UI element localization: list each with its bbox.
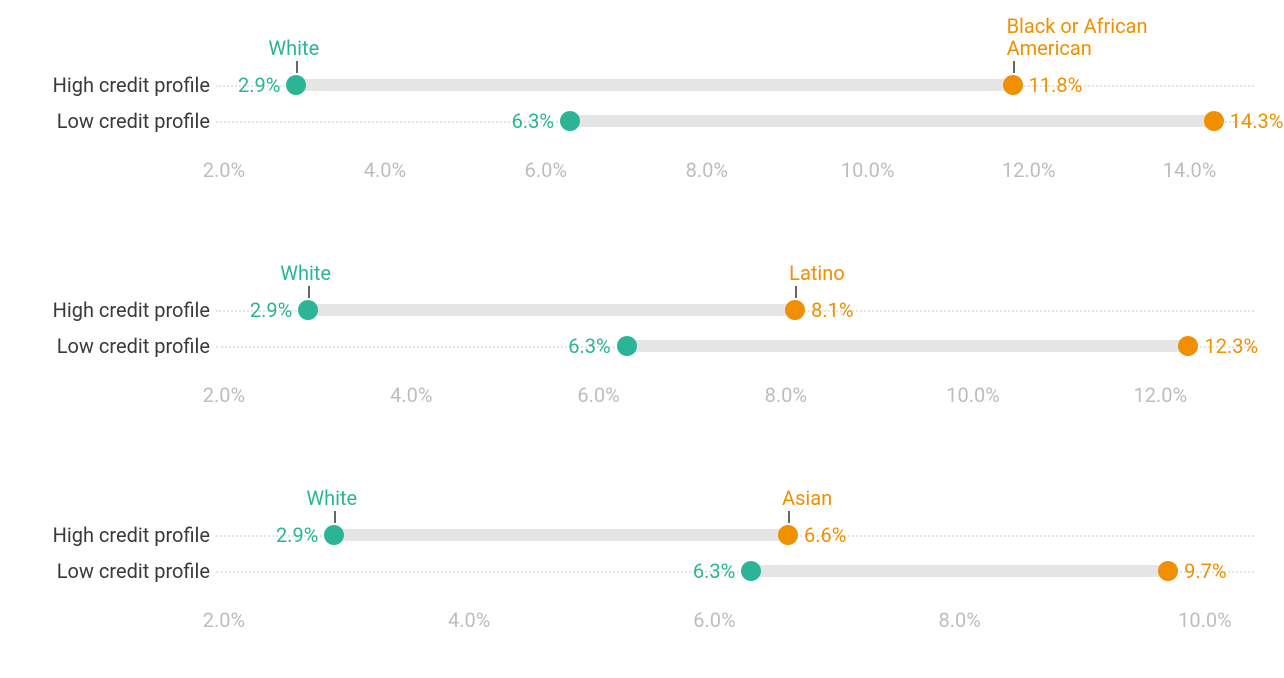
panel-0: 2.9% 11.8% High credit profile 6.3% 14.3% Low…	[0, 0, 1284, 210]
dot-white	[617, 336, 637, 356]
dot-compare	[1003, 75, 1023, 95]
series-header-white: White	[268, 37, 319, 59]
series-tick-compare	[795, 286, 797, 298]
x-axis-tick: 14.0%	[1163, 158, 1217, 182]
x-axis-tick: 6.0%	[577, 383, 619, 407]
dot-white	[286, 75, 306, 95]
value-label-compare: 8.1%	[811, 300, 853, 320]
row-baseline	[216, 346, 627, 348]
value-label-white: 6.3%	[568, 336, 610, 356]
row-label: Low credit profile	[30, 103, 210, 139]
dot-compare	[1158, 561, 1178, 581]
panel-2: 2.9% 6.6% High credit profile 6.3% 9.7% Low c…	[0, 450, 1284, 660]
x-axis-tick: 12.0%	[1134, 383, 1188, 407]
dot-compare	[785, 300, 805, 320]
value-label-compare: 14.3%	[1230, 111, 1284, 131]
series-tick-compare	[788, 511, 790, 523]
row-baseline	[788, 535, 1254, 537]
range-bar	[334, 529, 788, 541]
value-label-compare: 11.8%	[1029, 75, 1083, 95]
value-label-white: 6.3%	[693, 561, 735, 581]
chart-stage: 2.9% 11.8% High credit profile 6.3% 14.3% Low…	[0, 0, 1284, 678]
x-axis-tick: 6.0%	[693, 608, 735, 632]
series-header-compare: Black or African American	[1007, 15, 1148, 59]
row-baseline	[795, 310, 1254, 312]
value-label-compare: 9.7%	[1184, 561, 1226, 581]
dot-compare	[1178, 336, 1198, 356]
row-label: Low credit profile	[30, 553, 210, 589]
dot-white	[324, 525, 344, 545]
x-axis-tick: 2.0%	[203, 383, 245, 407]
series-header-compare: Latino	[789, 262, 845, 284]
x-axis-tick: 12.0%	[1002, 158, 1056, 182]
range-bar	[570, 115, 1214, 127]
series-header-white: White	[306, 487, 357, 509]
value-label-white: 2.9%	[250, 300, 292, 320]
row-label: High credit profile	[30, 67, 210, 103]
row-label: Low credit profile	[30, 328, 210, 364]
dot-white	[560, 111, 580, 131]
range-bar	[751, 565, 1168, 577]
value-label-compare: 12.3%	[1204, 336, 1258, 356]
range-bar	[296, 79, 1012, 91]
x-axis-tick: 8.0%	[765, 383, 807, 407]
row-label: High credit profile	[30, 517, 210, 553]
value-label-white: 6.3%	[512, 111, 554, 131]
x-axis-tick: 4.0%	[364, 158, 406, 182]
row-label: High credit profile	[30, 292, 210, 328]
panel-1: 2.9% 8.1% High credit profile 6.3% 12.3% Low …	[0, 225, 1284, 435]
series-tick-white	[296, 61, 298, 73]
x-axis-tick: 4.0%	[390, 383, 432, 407]
x-axis-tick: 4.0%	[448, 608, 490, 632]
row-baseline	[216, 571, 751, 573]
series-header-compare: Asian	[782, 487, 832, 509]
x-axis-tick: 2.0%	[203, 158, 245, 182]
x-axis-tick: 2.0%	[203, 608, 245, 632]
x-axis-tick: 10.0%	[1178, 608, 1232, 632]
x-axis-tick: 8.0%	[686, 158, 728, 182]
dot-compare	[1204, 111, 1224, 131]
series-tick-compare	[1013, 61, 1015, 73]
dot-compare	[778, 525, 798, 545]
value-label-white: 2.9%	[238, 75, 280, 95]
x-axis-tick: 8.0%	[939, 608, 981, 632]
dot-white	[298, 300, 318, 320]
series-tick-white	[308, 286, 310, 298]
series-header-white: White	[280, 262, 331, 284]
value-label-compare: 6.6%	[804, 525, 846, 545]
dot-white	[741, 561, 761, 581]
range-bar	[308, 304, 795, 316]
value-label-white: 2.9%	[276, 525, 318, 545]
series-tick-white	[334, 511, 336, 523]
x-axis-tick: 6.0%	[525, 158, 567, 182]
x-axis-tick: 10.0%	[841, 158, 895, 182]
x-axis-tick: 10.0%	[946, 383, 1000, 407]
range-bar	[627, 340, 1189, 352]
